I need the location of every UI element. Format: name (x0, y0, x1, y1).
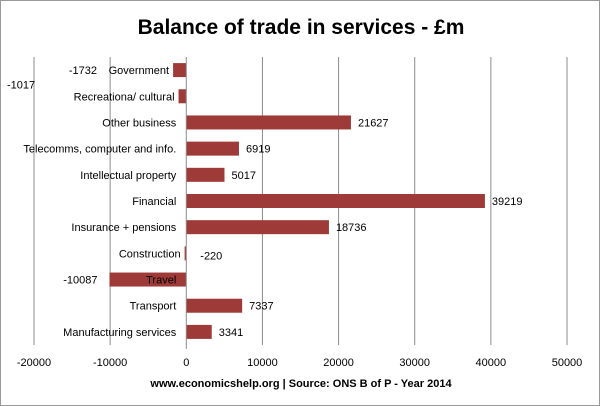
value-label: -10087 (63, 275, 97, 287)
value-label: 18736 (336, 222, 367, 234)
bar (109, 272, 187, 287)
category-label: Other business (102, 117, 176, 129)
category-labels: Government Recreationa/ cultural Other bus… (23, 65, 180, 339)
bar (178, 89, 187, 104)
bar (186, 298, 243, 313)
source-note: www.economicshelp.org | Source: ONS B of… (149, 378, 452, 390)
chart-title: Balance of trade in services - £m (138, 16, 465, 39)
value-label: -220 (200, 250, 222, 262)
bar (186, 141, 239, 156)
value-label: 21627 (358, 117, 389, 129)
x-tick-label: 20000 (323, 357, 354, 369)
value-label: -1017 (7, 79, 35, 91)
bar (186, 324, 212, 339)
bar (186, 194, 485, 208)
x-tick-label: 50000 (552, 357, 583, 369)
category-label: Financial (132, 196, 176, 208)
category-label: Insurance + pensions (71, 222, 176, 234)
x-tick-label: 40000 (476, 357, 507, 369)
x-tick-label: 30000 (399, 357, 430, 369)
category-label: Construction (119, 248, 181, 260)
x-tick-labels: -20000 -10000 0 10000 20000 30000 40000 50000 (17, 357, 582, 369)
bar (186, 167, 225, 182)
bar (186, 220, 329, 235)
value-label: 7337 (249, 301, 273, 313)
x-tick-label: 10000 (247, 357, 278, 369)
value-label: 6919 (246, 144, 270, 156)
value-labels: -1732 -1017 21627 6919 5017 39219 18736 -220 -10… (7, 65, 523, 339)
x-tick-label: -20000 (17, 357, 51, 369)
category-label: Recreationa/ cultural (74, 91, 175, 103)
x-tick-label: 0 (183, 357, 189, 369)
category-label: Travel (146, 275, 176, 287)
category-label: Manufacturing services (63, 327, 177, 339)
x-tick-label: -10000 (93, 357, 127, 369)
category-label: Telecomms, computer and info. (23, 144, 176, 156)
value-label: -1732 (69, 65, 97, 77)
category-label: Intellectual property (80, 170, 176, 182)
category-label: Government (109, 65, 170, 77)
value-label: 39219 (492, 196, 523, 208)
value-label: 3341 (219, 327, 243, 339)
category-label: Transport (130, 301, 177, 313)
bar (173, 63, 187, 78)
value-label: 5017 (231, 170, 255, 182)
bars (109, 63, 485, 339)
bar (186, 115, 351, 130)
bar (184, 246, 187, 261)
